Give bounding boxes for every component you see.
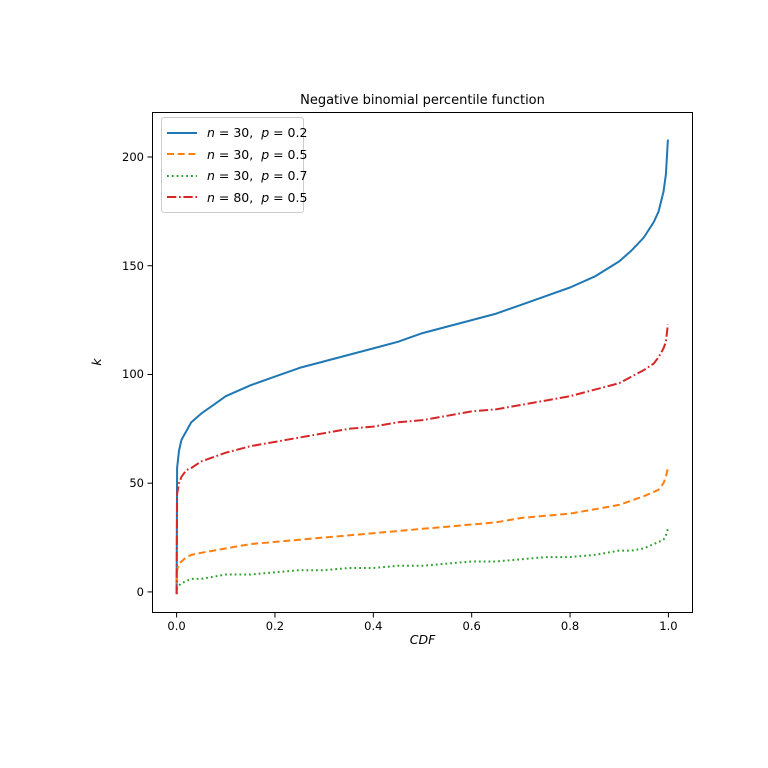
- legend-item-label: n = 30, p = 0.7: [207, 168, 308, 184]
- legend-item: n = 30, p = 0.7: [167, 166, 307, 186]
- chart-title: Negative binomial percentile function: [300, 93, 545, 108]
- series-line-3: [175, 324, 669, 595]
- y-tick-label: 200: [122, 150, 144, 164]
- legend-line-sample: [167, 174, 197, 177]
- y-axis-label: k: [89, 358, 104, 366]
- legend-item-label: n = 80, p = 0.5: [207, 189, 308, 205]
- x-tick-label: 0.4: [364, 619, 383, 633]
- x-tick-label: 0.6: [462, 619, 481, 633]
- x-axis-label: CDF: [409, 632, 436, 647]
- legend-item: n = 80, p = 0.5: [167, 187, 307, 207]
- y-tick-label: 50: [129, 476, 144, 491]
- y-tick-label: 0: [136, 584, 144, 599]
- legend-item: n = 30, p = 0.2: [167, 123, 307, 143]
- legend-line-sample: [167, 131, 197, 134]
- plot-area: [147, 112, 693, 618]
- legend-item: n = 30, p = 0.5: [167, 144, 307, 164]
- x-tick-label: 0.2: [265, 619, 285, 633]
- series-line-0: [175, 139, 669, 595]
- x-tick-label: 1.0: [659, 619, 678, 633]
- legend-item-label: n = 30, p = 0.5: [207, 146, 308, 162]
- legend-line-sample: [167, 153, 197, 156]
- plot-canvas: [147, 112, 693, 618]
- series-line-2: [175, 528, 669, 595]
- y-tick-label: 100: [122, 367, 144, 382]
- y-tick-label: 150: [122, 258, 144, 273]
- series-line-1: [175, 467, 669, 595]
- legend-item-label: n = 30, p = 0.2: [207, 125, 308, 141]
- axes-frame: [152, 112, 693, 613]
- legend-line-sample: [167, 196, 197, 199]
- x-tick-label: 0.0: [167, 619, 186, 633]
- legend: n = 30, p = 0.2 n = 30, p = 0.5 n = 30, p …: [161, 117, 307, 213]
- x-tick-label: 0.8: [560, 619, 580, 633]
